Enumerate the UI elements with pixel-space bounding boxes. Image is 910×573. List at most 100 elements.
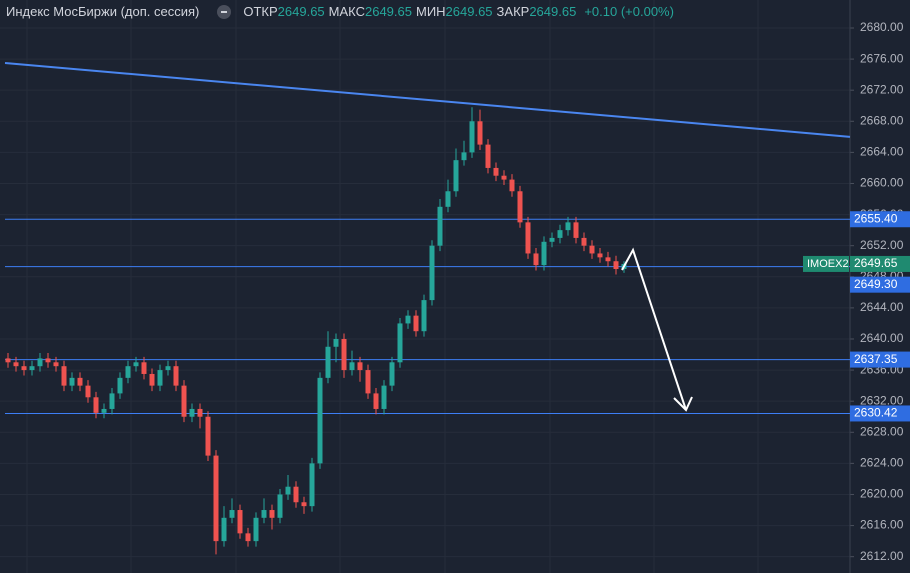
candle-body xyxy=(245,533,251,542)
candle-body xyxy=(613,261,619,270)
candle-body xyxy=(509,179,515,192)
y-tick-label: 2644.00 xyxy=(860,300,904,314)
y-tick-label: 2668.00 xyxy=(860,113,904,127)
y-tick-label: 2660.00 xyxy=(860,176,904,190)
stat-value: 2649.65 xyxy=(364,4,412,19)
candle-body xyxy=(517,191,523,223)
level-label: 2630.42 xyxy=(854,406,898,420)
candle-body xyxy=(429,245,435,301)
candle-body xyxy=(437,206,443,246)
candle-body xyxy=(61,366,67,386)
candle-body xyxy=(333,338,339,347)
symbol-label: IMOEX2 xyxy=(807,258,849,270)
candle-body xyxy=(29,366,35,371)
level-label-box xyxy=(850,405,910,422)
header: Индекс МосБиржи (доп. сессия) ОТКР 2649.6… xyxy=(6,4,678,19)
y-tick-label: 2624.00 xyxy=(860,456,904,470)
candle-body xyxy=(101,408,107,413)
candle-body xyxy=(157,370,163,386)
candle-body xyxy=(117,377,123,394)
stats: ОТКР 2649.65 МАКС 2649.65 МИН 2649.65 ЗАКР 2649… xyxy=(243,4,580,19)
candle-body xyxy=(221,517,227,542)
candle-body xyxy=(189,408,195,417)
candle-body xyxy=(293,486,299,503)
candle-body xyxy=(181,385,187,417)
candle-body xyxy=(45,358,51,363)
y-tick-label: 2620.00 xyxy=(860,487,904,501)
candle-body xyxy=(69,377,75,386)
candle-body xyxy=(5,358,11,363)
candle-body xyxy=(605,257,611,262)
candle-body xyxy=(77,377,83,386)
y-tick-label: 2680.00 xyxy=(860,20,904,34)
candle-body xyxy=(421,300,427,332)
level-label: 2655.40 xyxy=(854,211,898,225)
candle-body xyxy=(21,366,27,371)
candle-body xyxy=(549,237,555,242)
y-tick-label: 2640.00 xyxy=(860,331,904,345)
y-tick-label: 2672.00 xyxy=(860,82,904,96)
candle-body xyxy=(581,237,587,246)
y-tick-label: 2628.00 xyxy=(860,424,904,438)
candle-body xyxy=(405,315,411,324)
candle-body xyxy=(325,346,331,378)
forecast-arrow xyxy=(621,247,687,411)
stat-label: ЗАКР xyxy=(496,4,530,19)
last-price-label: 2649.65 xyxy=(854,256,898,270)
level-label-box xyxy=(850,351,910,368)
candle-body xyxy=(557,230,563,238)
candle-body xyxy=(109,393,115,409)
candle-body xyxy=(277,494,283,518)
candle-body xyxy=(493,167,499,176)
candle-body xyxy=(125,366,131,378)
candle-body xyxy=(589,245,595,254)
candle-body xyxy=(381,385,387,409)
candle-body xyxy=(389,362,395,386)
stat-label: МИН xyxy=(415,4,446,19)
level-label: 2649.30 xyxy=(854,277,898,291)
candle-body xyxy=(461,152,467,161)
candle-body xyxy=(397,323,403,363)
candle-body xyxy=(365,370,371,394)
candle-body xyxy=(165,366,171,371)
candle-body xyxy=(357,362,363,371)
candle-body xyxy=(149,373,155,386)
candle-body xyxy=(477,121,483,145)
candle-body xyxy=(309,463,315,507)
candle-body xyxy=(349,362,355,371)
symbol-title: Индекс МосБиржи (доп. сессия) xyxy=(6,4,200,19)
candle-body xyxy=(525,222,531,254)
y-tick-label: 2616.00 xyxy=(860,518,904,532)
candle-body xyxy=(133,362,139,367)
stat-value: 2649.65 xyxy=(529,4,577,19)
trend-line xyxy=(4,61,851,138)
candle-body xyxy=(141,362,147,374)
candle-body xyxy=(317,377,323,464)
candle-body xyxy=(469,121,475,153)
symbol-box xyxy=(803,255,849,272)
candle-body xyxy=(565,222,571,231)
candle-body xyxy=(597,253,603,258)
candle-body xyxy=(301,502,307,507)
candle-body xyxy=(205,416,211,456)
last-price-box xyxy=(850,255,910,272)
candle-body xyxy=(485,144,491,168)
stat-value: 2649.65 xyxy=(445,4,493,19)
candle-body xyxy=(37,358,43,367)
y-tick-label: 2652.00 xyxy=(860,238,904,252)
toggle-icon[interactable] xyxy=(217,4,232,19)
arrow-head xyxy=(673,396,693,412)
candle-body xyxy=(213,455,219,542)
candle-body xyxy=(501,175,507,180)
candle-body xyxy=(197,408,203,417)
candle-body xyxy=(453,160,459,192)
candle-body xyxy=(445,191,451,207)
candle-body xyxy=(53,362,59,367)
level-label: 2637.35 xyxy=(854,352,898,366)
candle-body xyxy=(285,486,291,495)
stat-label: МАКС xyxy=(328,4,365,19)
candle-body xyxy=(533,253,539,266)
candle-body xyxy=(261,510,267,518)
